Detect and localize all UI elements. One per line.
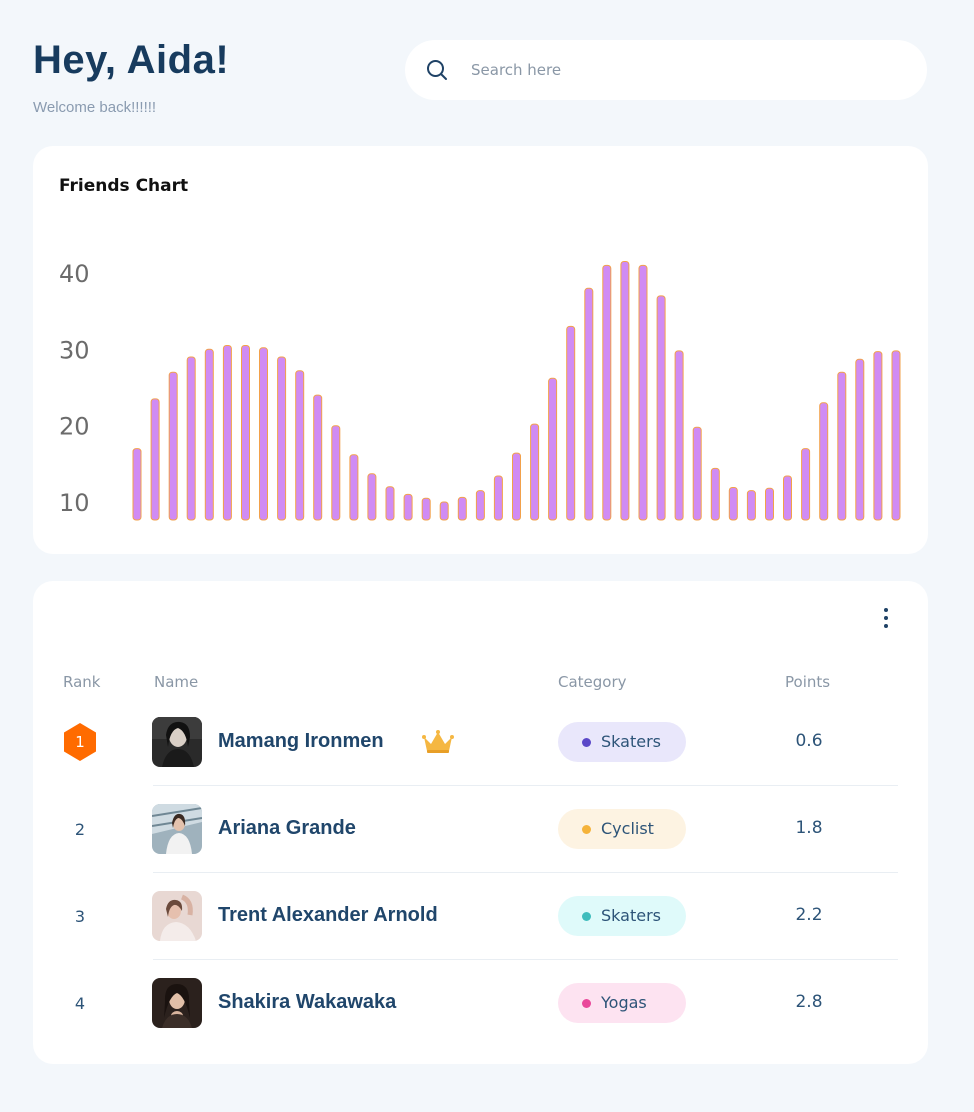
category-dot-icon — [582, 999, 591, 1008]
chart-bar — [512, 452, 521, 521]
rank-value: 1 — [75, 733, 85, 751]
chart-bar — [566, 325, 576, 521]
chart-bar — [204, 348, 214, 521]
player-name: Shakira Wakawaka — [218, 991, 397, 1013]
chart-bar — [620, 261, 630, 521]
chart-bar — [132, 448, 142, 521]
chart-bar — [891, 350, 901, 521]
chart-bar — [692, 426, 702, 521]
chart-bar — [367, 473, 377, 521]
search-input[interactable] — [471, 58, 891, 82]
row-divider — [153, 959, 898, 960]
y-tick-label: 10 — [59, 489, 90, 517]
y-tick-label: 20 — [59, 413, 90, 441]
chart-bar — [638, 264, 648, 521]
chart-bar — [313, 394, 323, 521]
chart-bar — [168, 371, 178, 521]
chart-bar — [801, 448, 811, 521]
category-label: Skaters — [601, 732, 661, 751]
rank-badge-icon — [64, 723, 96, 761]
y-tick-label: 30 — [59, 336, 90, 364]
rank-value: 4 — [74, 994, 86, 1013]
column-header-category: Category — [558, 673, 627, 691]
column-header-points: Points — [785, 673, 831, 691]
row-divider — [153, 785, 898, 786]
chart-bar — [855, 358, 865, 521]
chart-bar — [783, 475, 792, 521]
search-icon[interactable] — [425, 58, 449, 82]
chart-bar — [403, 493, 413, 521]
chart-bar — [656, 295, 666, 521]
avatar — [152, 717, 202, 767]
avatar — [152, 804, 202, 854]
chart-bar — [295, 370, 305, 521]
avatar — [152, 891, 202, 941]
points-value: 2.2 — [795, 905, 823, 925]
search-bar[interactable] — [405, 40, 927, 100]
category-label: Yogas — [601, 993, 647, 1012]
leaderboard-card: Rank Name Category Points 1 Mamang Ironm… — [33, 581, 928, 1064]
friends-bar-chart: 10 20 30 40 — [59, 260, 901, 521]
chart-bar — [674, 350, 684, 521]
chart-bar — [475, 490, 485, 521]
table-row[interactable]: 3 Trent Alexander Arnold Skaters 2.2 — [33, 873, 928, 960]
chart-bar — [385, 486, 395, 521]
greeting-title: Hey, Aida! — [33, 38, 230, 82]
category-pill: Yogas — [558, 983, 686, 1023]
crown-icon — [422, 730, 454, 753]
chart-bar — [493, 475, 503, 521]
avatar — [152, 978, 202, 1028]
category-dot-icon — [582, 825, 591, 834]
chart-bar — [837, 371, 847, 521]
category-label: Skaters — [601, 906, 661, 925]
chart-bar — [819, 402, 829, 521]
rank-value: 3 — [74, 907, 86, 926]
points-value: 2.8 — [795, 992, 823, 1012]
category-dot-icon — [582, 738, 591, 747]
row-divider — [153, 872, 898, 873]
more-vertical-icon[interactable] — [876, 605, 896, 631]
chart-title: Friends Chart — [59, 176, 189, 196]
chart-bar — [873, 351, 883, 521]
player-name: Trent Alexander Arnold — [218, 904, 438, 926]
chart-bar — [439, 501, 449, 521]
category-label: Cyclist — [601, 819, 654, 838]
chart-bar — [150, 398, 160, 521]
column-header-rank: Rank — [63, 673, 101, 691]
chart-bar — [584, 287, 594, 521]
rank-value: 2 — [74, 820, 86, 839]
table-row[interactable]: 4 Shakira Wakawaka Yogas 2.8 — [33, 960, 928, 1047]
player-name: Ariana Grande — [218, 817, 356, 839]
chart-bar — [548, 377, 558, 521]
category-pill: Skaters — [558, 722, 686, 762]
chart-bar — [241, 345, 250, 521]
chart-bar — [421, 497, 431, 521]
table-row[interactable]: 1 Mamang Ironmen Skaters 0.6 — [33, 699, 928, 786]
category-dot-icon — [582, 912, 591, 921]
chart-bar — [349, 454, 359, 521]
chart-bar — [186, 356, 196, 521]
chart-bar — [457, 496, 467, 521]
chart-bar — [602, 264, 612, 521]
category-pill: Cyclist — [558, 809, 686, 849]
chart-bar — [222, 345, 232, 521]
chart-bar — [728, 487, 738, 521]
player-name: Mamang Ironmen — [218, 730, 384, 752]
friends-chart-card: Friends Chart 10 20 30 40 — [33, 146, 928, 554]
points-value: 0.6 — [795, 731, 823, 751]
chart-bar — [277, 356, 287, 521]
column-header-name: Name — [154, 673, 199, 691]
chart-bar — [710, 467, 720, 521]
y-tick-label: 40 — [59, 260, 90, 288]
chart-bar — [530, 423, 540, 521]
chart-bar — [746, 490, 756, 521]
category-pill: Skaters — [558, 896, 686, 936]
chart-bar — [765, 487, 774, 521]
chart-bar — [259, 347, 268, 521]
table-row[interactable]: 2 Ariana Grande Cyclist 1.8 — [33, 786, 928, 873]
chart-bar — [331, 425, 341, 521]
greeting-subtitle: Welcome back!!!!!! — [33, 99, 157, 116]
points-value: 1.8 — [795, 818, 823, 838]
